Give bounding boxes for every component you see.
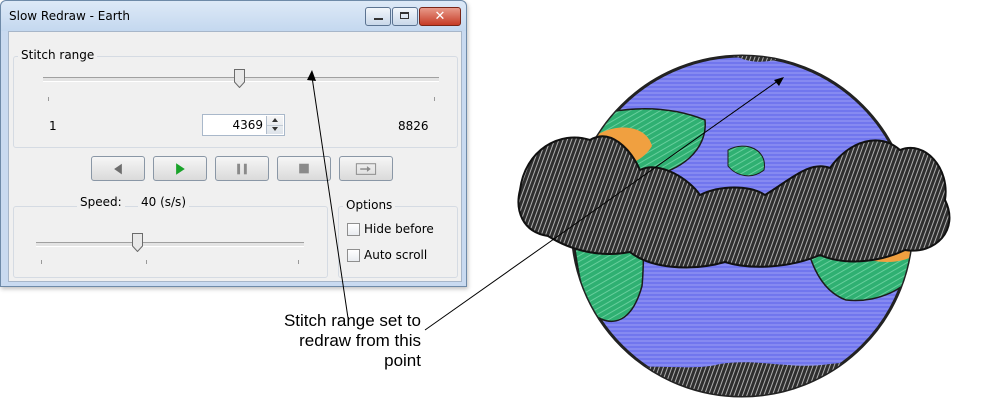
speed-value: 40 (s/s) [138,195,189,209]
callout-line-1: Stitch range set to [283,311,421,330]
auto-scroll-label: Auto scroll [364,248,428,262]
spin-down-icon[interactable] [267,125,283,134]
stitch-range-slider-thumb[interactable] [233,69,245,88]
spin-buttons [266,116,283,134]
options-label: Options [343,198,396,212]
slow-redraw-window: Slow Redraw - Earth ✕ Stitch range 1 436… [0,0,467,287]
stitch-range-group [13,56,458,148]
pause-icon [237,163,247,175]
island-center [727,145,765,177]
minimize-icon[interactable] [365,7,391,26]
stitch-number-stepper[interactable]: 4369 [202,114,285,136]
callout-line-3: point [384,351,421,370]
play-icon [176,163,185,175]
play-button[interactable] [153,156,207,181]
step-back-icon [114,163,122,175]
stitch-range-label: Stitch range [18,48,98,62]
hide-before-label: Hide before [364,222,434,236]
speed-track[interactable] [36,242,304,247]
title-bar[interactable]: Slow Redraw - Earth ✕ [1,1,466,31]
slider-tick-end [434,97,435,101]
stitch-range-max: 8826 [398,119,429,133]
hide-before-checkbox[interactable] [347,223,360,236]
stop-icon [299,163,309,174]
south-cap [600,362,900,396]
speed-tick-mid [146,260,147,264]
step-back-button[interactable] [91,156,145,181]
speed-tick-start [41,260,42,264]
stitch-number-value: 4369 [232,118,263,132]
spin-up-icon[interactable] [267,116,283,126]
speed-slider-thumb[interactable] [132,233,144,252]
window-title: Slow Redraw - Earth [9,9,130,23]
stitch-range-min: 1 [49,119,57,133]
callout-line-2: redraw from this [299,331,421,350]
options-group [338,206,458,278]
close-icon[interactable]: ✕ [419,7,461,26]
auto-scroll-checkbox[interactable] [347,249,360,262]
callout-annotation: Stitch range set to redraw from this poi… [284,311,421,371]
callout-leaders [307,70,784,331]
step-forward-button[interactable] [339,156,393,181]
speed-label: Speed: [77,195,125,209]
step-forward-icon [355,163,377,175]
pause-button[interactable] [215,156,269,181]
maximize-icon[interactable] [392,7,418,26]
slider-tick-start [48,97,49,101]
dialog-client-area: Stitch range 1 4369 8826 [8,31,462,282]
globe [517,54,951,398]
speed-tick-end [298,260,299,264]
stop-button[interactable] [277,156,331,181]
cloud-band [517,135,951,269]
